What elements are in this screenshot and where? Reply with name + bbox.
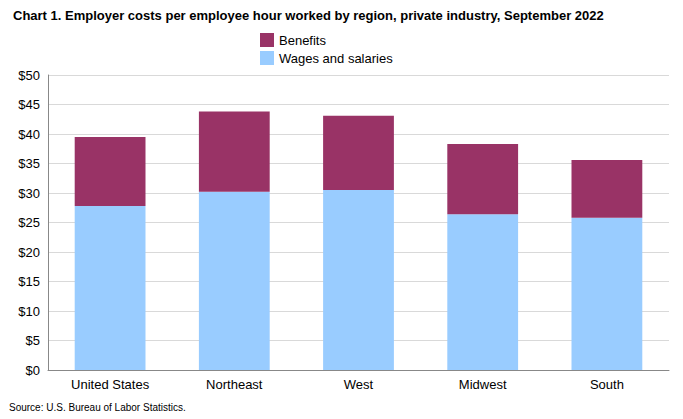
svg-text:Midwest: Midwest xyxy=(459,377,507,392)
svg-text:$5: $5 xyxy=(26,333,40,348)
svg-text:$40: $40 xyxy=(18,127,40,142)
svg-text:$15: $15 xyxy=(18,274,40,289)
svg-text:$45: $45 xyxy=(18,97,40,112)
svg-text:West: West xyxy=(344,377,374,392)
svg-text:$30: $30 xyxy=(18,186,40,201)
svg-text:$20: $20 xyxy=(18,245,40,260)
svg-text:$10: $10 xyxy=(18,304,40,319)
svg-text:Northeast: Northeast xyxy=(206,377,263,392)
svg-text:$50: $50 xyxy=(18,68,40,83)
svg-text:United States: United States xyxy=(71,377,150,392)
svg-text:South: South xyxy=(590,377,624,392)
svg-text:$35: $35 xyxy=(18,156,40,171)
svg-text:Benefits: Benefits xyxy=(279,33,326,48)
svg-text:$25: $25 xyxy=(18,215,40,230)
svg-text:Wages and salaries: Wages and salaries xyxy=(279,51,393,66)
svg-text:Chart 1. Employer costs per em: Chart 1. Employer costs per employee hou… xyxy=(13,8,604,23)
svg-text:$0: $0 xyxy=(26,363,40,378)
svg-text:Source: U.S. Bureau of Labor S: Source: U.S. Bureau of Labor Statistics. xyxy=(9,402,186,413)
